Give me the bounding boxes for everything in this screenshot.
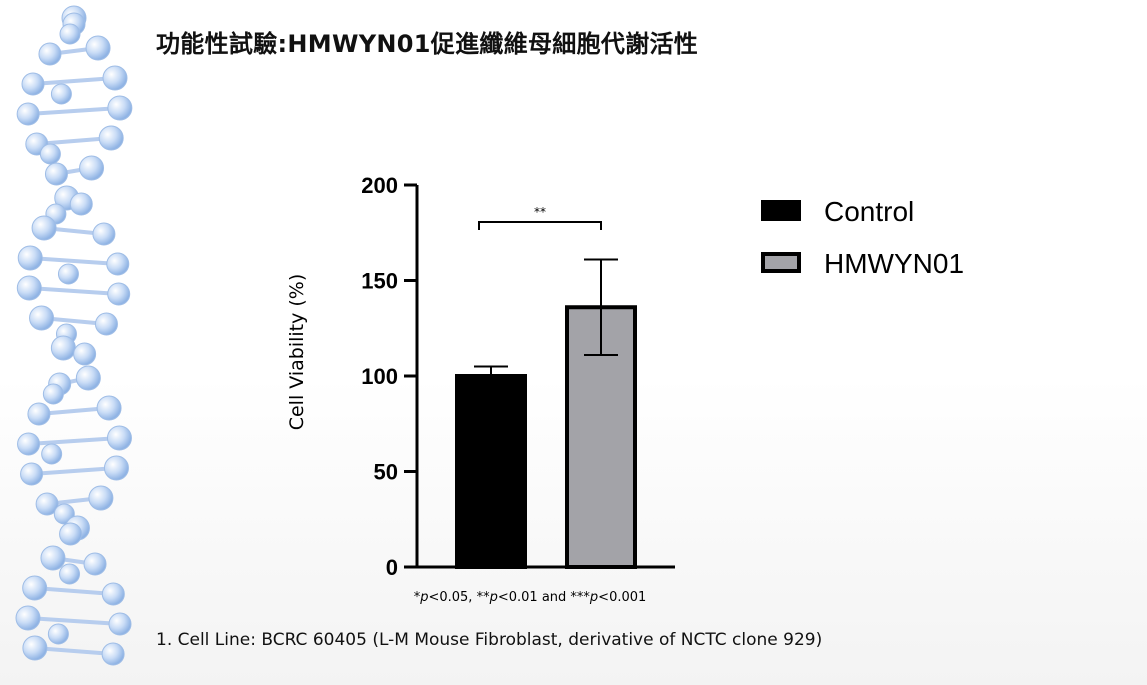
slide-title: 功能性試驗:HMWYN01促進纖維母細胞代謝活性 bbox=[156, 30, 699, 58]
legend: Control HMWYN01 bbox=[761, 196, 964, 279]
bar-control bbox=[455, 374, 527, 569]
y-ticks: 0 50 100 150 200 bbox=[361, 173, 417, 580]
footnote: 1. Cell Line: BCRC 60405 (L-M Mouse Fibr… bbox=[156, 630, 823, 650]
significance-label: ** bbox=[534, 205, 546, 219]
legend-label: HMWYN01 bbox=[824, 248, 964, 279]
error-bars bbox=[474, 258, 618, 387]
legend-swatch bbox=[761, 200, 801, 221]
y-axis-label: Cell Viability (%) bbox=[286, 274, 308, 431]
y-tick-label: 150 bbox=[361, 269, 398, 294]
significance-bracket: ** bbox=[478, 205, 602, 230]
y-tick-label: 100 bbox=[361, 364, 398, 389]
legend-label: Control bbox=[824, 196, 914, 227]
bars bbox=[455, 305, 637, 569]
legend-swatch bbox=[761, 252, 801, 273]
p-value-note: *p<0.05, **p<0.01 and ***p<0.001 bbox=[414, 590, 647, 605]
y-tick-label: 0 bbox=[386, 555, 398, 580]
dna-helix-decoration bbox=[15, 5, 133, 666]
y-tick-label: 200 bbox=[361, 173, 398, 198]
y-tick-label: 50 bbox=[374, 460, 398, 485]
